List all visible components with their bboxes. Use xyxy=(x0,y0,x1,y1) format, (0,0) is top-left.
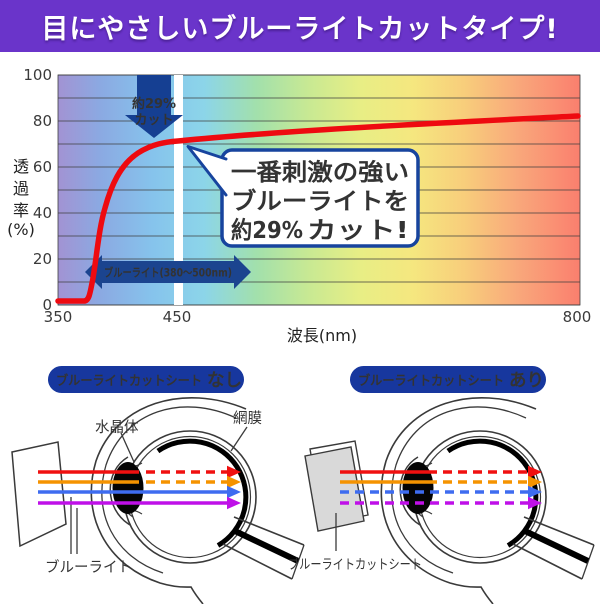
y-tick-20: 20 xyxy=(33,250,52,268)
badge-without xyxy=(48,366,244,393)
purple-arrowhead xyxy=(227,496,241,510)
callout-line3-rest: カット! xyxy=(307,216,409,244)
screen-outline xyxy=(11,441,67,548)
transmittance-chart: ブルーライト(380〜500nm) 約29% カット 一番刺激の強い ブルーライ… xyxy=(7,66,592,345)
rays-without-sheet xyxy=(38,465,241,510)
diagram-without-sheet: ブルーライトカットシート なし xyxy=(11,366,304,604)
y-tick-0: 0 xyxy=(42,296,52,314)
y-axis-title: 透 過 率 (%) xyxy=(7,157,35,239)
red-arrowhead xyxy=(227,465,241,479)
bluelight-band-arrow: ブルーライト(380〜500nm) xyxy=(85,255,251,289)
badge-without-text: ブルーライトカットシート xyxy=(56,373,202,389)
orange-arrowhead xyxy=(227,475,241,489)
cut-29-arrow: 約29% カット xyxy=(125,75,183,138)
transmittance-curve xyxy=(55,113,581,304)
diagram-with-sheet: ブルーライトカットシート あり ブルーライトカットシート xyxy=(288,366,594,604)
callout-line2: ブルーライトを xyxy=(231,187,409,215)
cut-sheet xyxy=(304,446,365,532)
white-band-450nm xyxy=(174,75,183,305)
y-tick-100: 100 xyxy=(23,66,52,84)
badge-with-emphasis: あり xyxy=(509,371,544,391)
x-axis-title: 波長(nm) xyxy=(287,326,357,345)
cut-29-label-line2: カット xyxy=(134,113,173,128)
left-leader-lines xyxy=(70,426,248,554)
bluelight-ray-label: ブルーライト xyxy=(45,558,132,576)
callout-line1: 一番刺激の強い xyxy=(231,158,409,186)
badge-with-text: ブルーライトカットシート xyxy=(358,373,504,389)
callout-line3-highlight: 約29% xyxy=(231,216,303,244)
x-tick-350: 350 xyxy=(44,308,73,326)
page-title: 目にやさしいブルーライトカットタイプ! xyxy=(41,13,559,45)
plot-border xyxy=(57,74,581,306)
ylabel-char-1: 透 xyxy=(13,157,29,176)
blue-arrowhead xyxy=(227,485,241,499)
badge-with xyxy=(350,366,546,393)
eye-right xyxy=(381,398,594,604)
callout-bubble: 一番刺激の強い ブルーライトを 約29% カット! xyxy=(186,145,420,248)
blue-arrowhead xyxy=(528,485,542,499)
red-arrowhead xyxy=(528,465,542,479)
y-tick-80: 80 xyxy=(33,112,52,130)
ylabel-char-3: 率 xyxy=(13,201,29,220)
header-banner: 目にやさしいブルーライトカットタイプ! xyxy=(0,0,600,52)
lens-label: 水晶体 xyxy=(95,419,139,436)
y-tick-40: 40 xyxy=(33,204,52,222)
y-axis-ticks: 100 80 60 40 20 0 xyxy=(23,66,52,314)
cut-29-label-line1: 約29% xyxy=(132,96,176,112)
eye-diagrams: ブルーライトカットシート なし xyxy=(11,366,600,604)
ylabel-char-4: (%) xyxy=(7,220,35,239)
ylabel-char-2: 過 xyxy=(13,179,29,198)
orange-arrowhead xyxy=(528,475,542,489)
badge-without-emphasis: なし xyxy=(207,371,242,391)
bluelight-band-label: ブルーライト(380〜500nm) xyxy=(104,266,232,280)
x-axis-ticks: 350 450 800 xyxy=(44,308,592,326)
sheet-label: ブルーライトカットシート xyxy=(288,556,422,573)
rays-with-sheet xyxy=(340,465,542,510)
y-tick-60: 60 xyxy=(33,158,52,176)
x-tick-800: 800 xyxy=(563,308,592,326)
x-tick-450: 450 xyxy=(163,308,192,326)
purple-arrowhead xyxy=(528,496,542,510)
retina-label: 網膜 xyxy=(233,410,262,427)
